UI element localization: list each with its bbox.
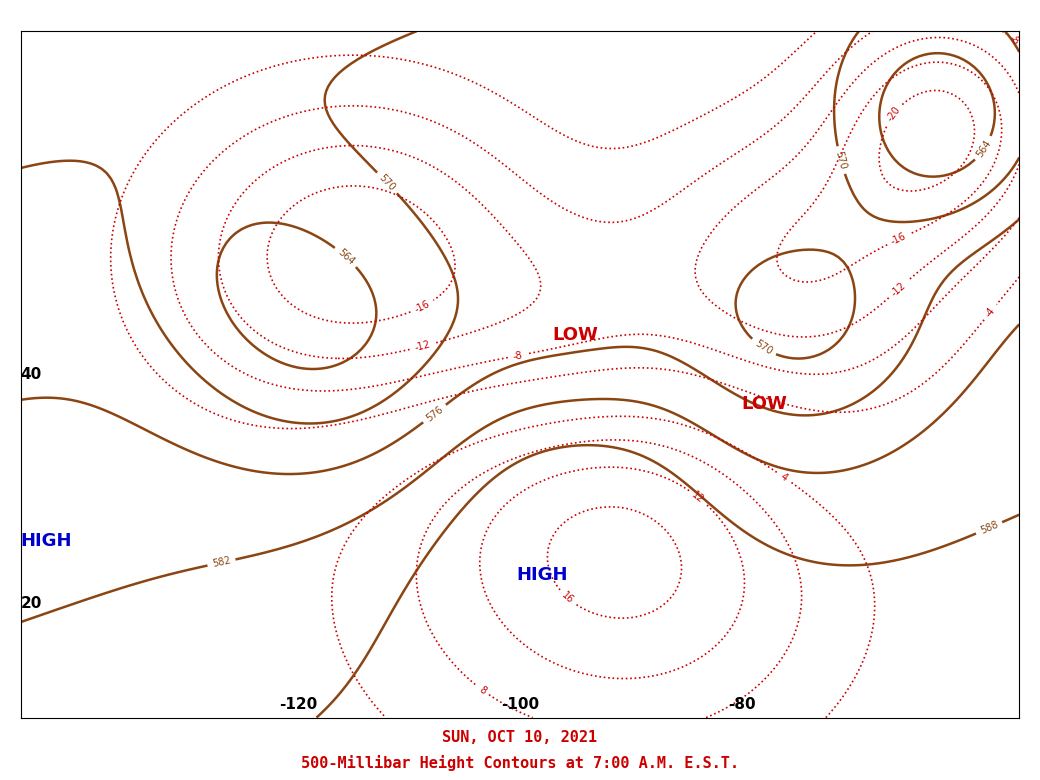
Text: 570: 570	[378, 172, 397, 193]
Text: 40: 40	[21, 367, 42, 382]
Text: -120: -120	[279, 697, 317, 712]
Text: -80: -80	[728, 697, 756, 712]
Text: -100: -100	[501, 697, 539, 712]
Text: LOW: LOW	[552, 326, 598, 344]
Text: 588: 588	[979, 519, 999, 536]
Text: 16: 16	[560, 590, 575, 606]
Text: -20: -20	[885, 105, 903, 123]
Text: 570: 570	[834, 150, 848, 171]
Text: 582: 582	[211, 555, 232, 569]
Text: -12: -12	[413, 339, 432, 353]
Text: 576: 576	[424, 404, 445, 424]
Text: HIGH: HIGH	[517, 566, 568, 584]
Text: 4: 4	[778, 471, 788, 483]
Text: 564: 564	[974, 138, 993, 159]
Text: -8: -8	[1007, 34, 1020, 48]
Text: -16: -16	[413, 299, 432, 314]
Text: LOW: LOW	[742, 395, 787, 413]
Text: -16: -16	[889, 231, 908, 247]
Text: 20: 20	[21, 596, 43, 611]
Text: -4: -4	[984, 305, 997, 319]
Text: HIGH: HIGH	[21, 532, 73, 550]
Text: 8: 8	[477, 684, 488, 696]
Text: 564: 564	[336, 247, 356, 267]
Text: SUN, OCT 10, 2021: SUN, OCT 10, 2021	[442, 729, 598, 745]
Text: -12: -12	[889, 280, 908, 298]
Text: 500-Millibar Height Contours at 7:00 A.M. E.S.T.: 500-Millibar Height Contours at 7:00 A.M…	[301, 755, 739, 771]
Text: 570: 570	[753, 339, 774, 357]
Text: -8: -8	[512, 350, 523, 361]
Text: 12: 12	[691, 490, 706, 505]
